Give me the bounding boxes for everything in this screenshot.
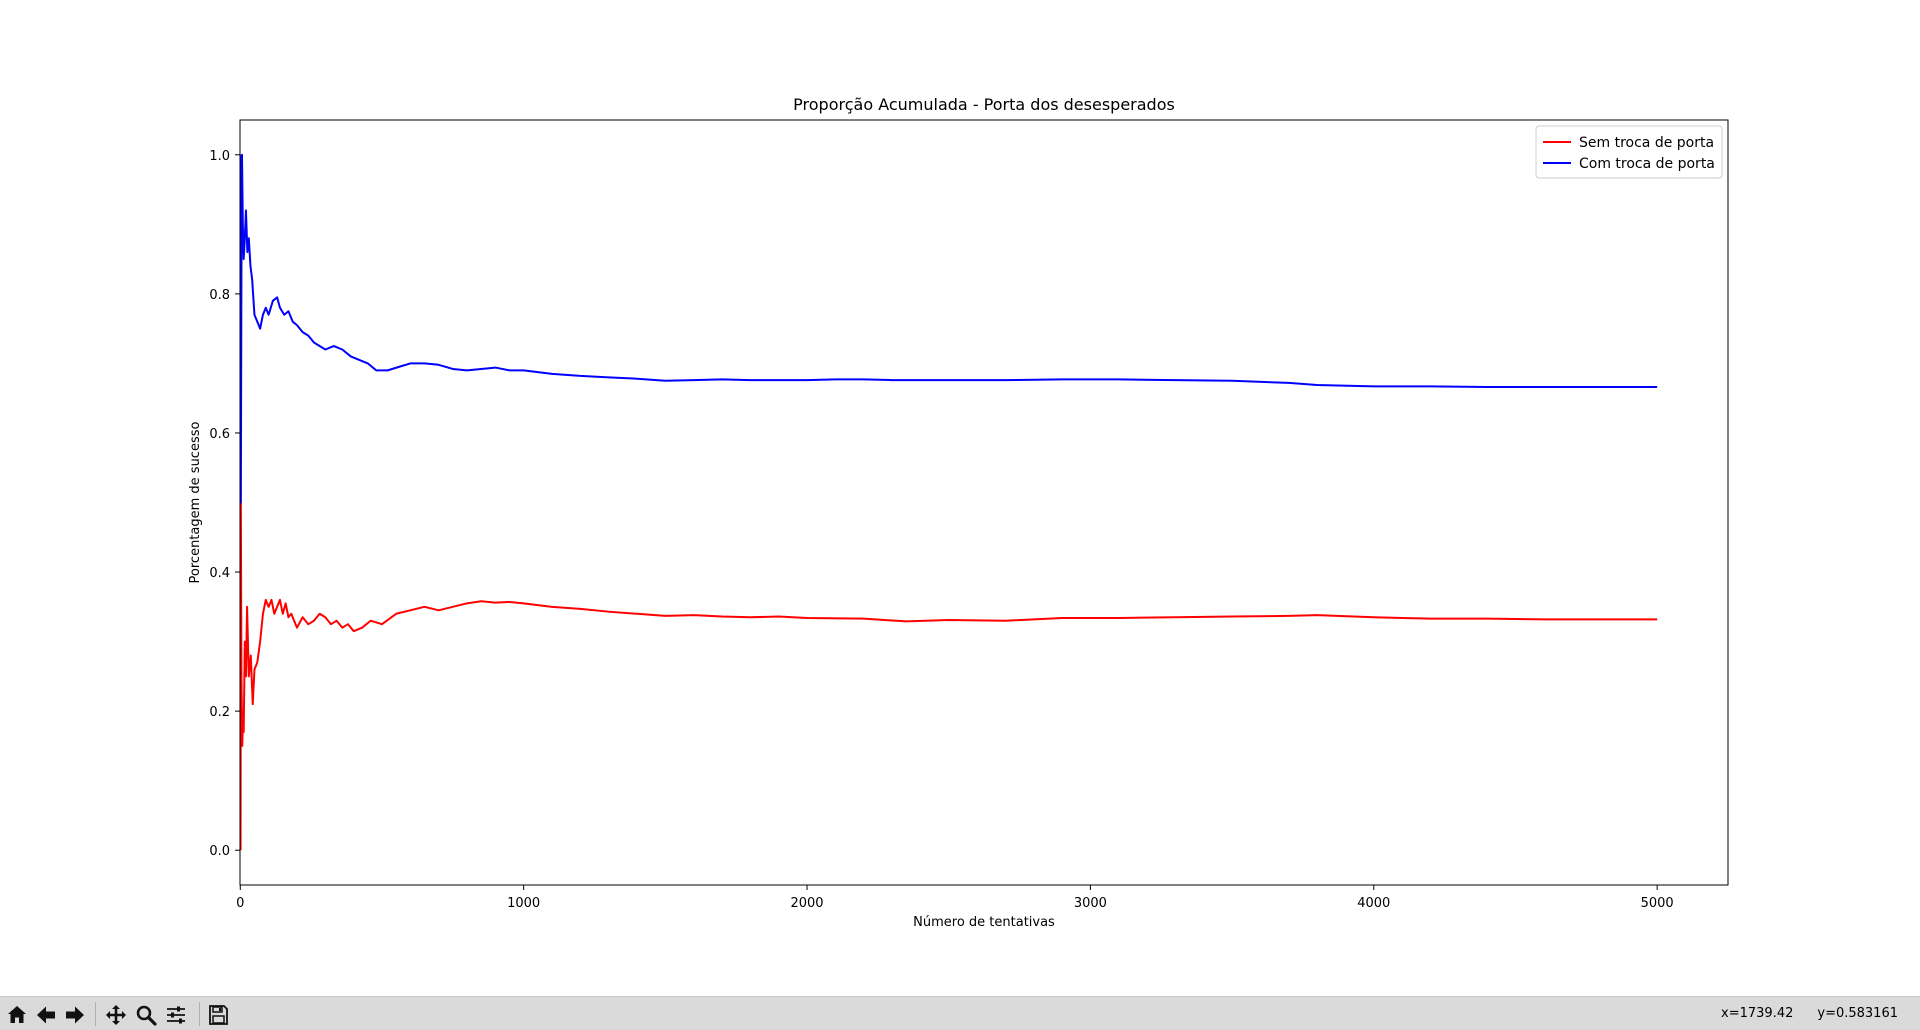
x-tick-label: 2000 (790, 896, 823, 911)
back-button[interactable] (33, 1002, 59, 1028)
y-tick-label: 0.4 (209, 566, 230, 581)
series-line-1 (239, 501, 1658, 851)
sliders-icon (167, 1006, 185, 1024)
home-icon (8, 1006, 26, 1023)
home-button[interactable] (4, 1002, 30, 1028)
y-axis-label: Porcentagem de sucesso (188, 422, 203, 584)
legend-box (1535, 125, 1723, 179)
toolbar-separator (199, 1002, 200, 1026)
line-chart: 0 1000 2000 3000 4000 5000 0.0 0.2 0.4 0.6 0.8 1.0 P… (188, 95, 1729, 930)
coord-y-readout: y=0.583161 (1817, 1006, 1898, 1021)
legend-label-1: Sem troca de porta (1579, 135, 1714, 151)
x-tick-label: 5000 (1641, 896, 1674, 911)
zoom-button[interactable] (133, 1002, 159, 1028)
magnifier-icon (136, 1005, 157, 1026)
arrow-left-icon (37, 1006, 55, 1024)
coord-x-readout: x=1739.42 (1721, 1006, 1794, 1021)
floppy-disk-icon (209, 1005, 228, 1025)
x-tick-label: 3000 (1074, 896, 1107, 911)
move-icon (106, 1005, 126, 1025)
forward-button[interactable] (62, 1002, 88, 1028)
toolbar-separator (95, 1002, 96, 1026)
y-tick-label: 0.0 (209, 844, 230, 859)
cursor-coordinates: x=1739.42 y=0.583161 (1721, 1006, 1898, 1021)
y-tick-label: 0.2 (209, 705, 230, 720)
y-tick-label: 0.6 (209, 427, 230, 442)
chart-title: Proporção Acumulada - Porta dos desesper… (793, 95, 1175, 114)
x-tick-label: 4000 (1357, 896, 1390, 911)
x-tick-label: 0 (236, 896, 244, 911)
y-tick-label: 0.8 (209, 288, 230, 303)
arrow-right-icon (66, 1006, 84, 1024)
axes-frame (239, 119, 1729, 886)
x-axis-label: Número de tentativas (913, 915, 1055, 930)
y-tick-label: 1.0 (209, 149, 230, 164)
navigation-toolbar: x=1739.42 y=0.583161 (0, 996, 1920, 1030)
save-button[interactable] (205, 1002, 231, 1028)
figure-canvas[interactable]: 0 1000 2000 3000 4000 5000 0.0 0.2 0.4 0.6 0.8 1.0 P… (0, 0, 1920, 996)
legend-label-2: Com troca de porta (1579, 156, 1715, 172)
configure-subplots-button[interactable] (163, 1002, 189, 1028)
series-line-2 (239, 153, 1658, 504)
pan-button[interactable] (103, 1002, 129, 1028)
x-tick-label: 1000 (507, 896, 540, 911)
